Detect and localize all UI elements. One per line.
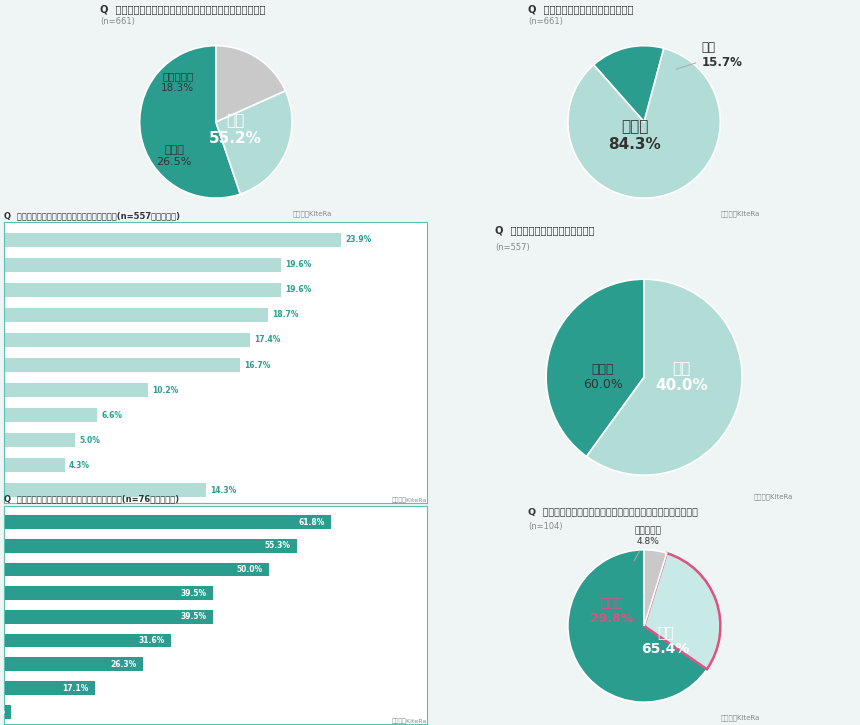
Text: わからない
18.3%: わからない 18.3% [161, 72, 194, 93]
Bar [4, 610, 213, 624]
Text: 18.7%: 18.7% [273, 310, 298, 320]
Bar [4, 634, 171, 647]
Text: (n=661): (n=661) [528, 17, 563, 26]
Wedge shape [568, 49, 721, 198]
Wedge shape [587, 279, 742, 475]
Text: Q  勤務先では男性向けに育休制度が導入されていますか？: Q 勤務先では男性向けに育休制度が導入されていますか？ [100, 4, 266, 14]
Text: はい
55.2%: はい 55.2% [208, 113, 261, 146]
Bar [4, 658, 144, 671]
Text: Q  育休を取得しなかった理由を教えてください(n=557、複数回答): Q 育休を取得しなかった理由を教えてください(n=557、複数回答) [4, 211, 181, 220]
Text: はい
65.4%: はい 65.4% [642, 626, 690, 656]
Text: 覚えてない
4.8%: 覚えてない 4.8% [634, 526, 661, 561]
Text: 31.6%: 31.6% [138, 636, 165, 645]
Text: 26.3%: 26.3% [111, 660, 137, 668]
Bar [4, 563, 269, 576]
Bar [4, 515, 331, 529]
Bar [4, 257, 280, 272]
Text: 株式会社KiteRa: 株式会社KiteRa [721, 715, 760, 721]
Bar [4, 407, 97, 423]
Text: 17.4%: 17.4% [254, 336, 280, 344]
Bar [4, 705, 11, 718]
Bar [4, 681, 95, 695]
Text: 10.2%: 10.2% [152, 386, 179, 394]
Text: 17.1%: 17.1% [62, 684, 89, 692]
Bar [4, 357, 240, 372]
Wedge shape [644, 550, 666, 626]
Text: 6.6%: 6.6% [101, 410, 123, 420]
Text: (n=661): (n=661) [100, 17, 135, 26]
Text: (n=557): (n=557) [495, 243, 530, 252]
Text: 16.7%: 16.7% [244, 360, 270, 370]
Text: 株式会社KiteRa: 株式会社KiteRa [721, 210, 760, 217]
Text: いいえ
60.0%: いいえ 60.0% [583, 363, 623, 392]
Text: Q  育休を取得したかったですか？: Q 育休を取得したかったですか？ [495, 225, 594, 236]
Bar [4, 433, 75, 447]
Text: 55.3%: 55.3% [265, 542, 291, 550]
Bar [4, 233, 341, 247]
Text: いいえ
29.8%: いいえ 29.8% [591, 597, 634, 625]
Wedge shape [593, 46, 664, 122]
Text: 14.3%: 14.3% [210, 486, 237, 494]
Wedge shape [568, 550, 707, 703]
Text: 株式会社KiteRa: 株式会社KiteRa [292, 210, 332, 217]
Text: 株式会社KiteRa: 株式会社KiteRa [753, 493, 793, 500]
Bar [4, 587, 213, 600]
Text: 39.5%: 39.5% [181, 589, 207, 597]
Text: 50.0%: 50.0% [237, 565, 262, 574]
Text: Q  具体的にどういった不安を抱えていましたか？(n=76、複数回答): Q 具体的にどういった不安を抱えていましたか？(n=76、複数回答) [4, 494, 180, 503]
Bar [4, 383, 148, 397]
Wedge shape [216, 46, 286, 122]
Bar [4, 283, 280, 297]
Text: いいえ
84.3%: いいえ 84.3% [609, 120, 661, 152]
Text: 19.6%: 19.6% [285, 286, 311, 294]
Text: 61.8%: 61.8% [298, 518, 325, 526]
Bar [4, 307, 268, 322]
Wedge shape [644, 553, 721, 669]
Text: 23.9%: 23.9% [346, 236, 372, 244]
Text: Q  勤務先で育休を取得しましたか？: Q 勤務先で育休を取得しましたか？ [528, 4, 634, 14]
Wedge shape [216, 91, 292, 194]
Text: いいえ
26.5%: いいえ 26.5% [157, 146, 192, 167]
Wedge shape [139, 46, 240, 198]
Text: 39.5%: 39.5% [181, 613, 207, 621]
Text: 5.0%: 5.0% [79, 436, 100, 444]
Bar [4, 333, 249, 347]
Bar [4, 458, 65, 473]
Text: Q  復職の際に勤務先から何かしらのサポートはありましたか？: Q 復職の際に勤務先から何かしらのサポートはありましたか？ [528, 507, 698, 517]
Text: 株式会社KiteRa: 株式会社KiteRa [392, 497, 427, 502]
Text: 19.6%: 19.6% [285, 260, 311, 270]
Bar [4, 539, 297, 552]
Text: はい
40.0%: はい 40.0% [655, 361, 708, 394]
Text: 4.3%: 4.3% [69, 460, 90, 470]
Text: (n=104): (n=104) [528, 521, 563, 531]
Text: はい
15.7%: はい 15.7% [676, 41, 742, 69]
Bar [4, 483, 206, 497]
Text: 1.3%: 1.3% [0, 707, 5, 716]
Text: 株式会社KiteRa: 株式会社KiteRa [392, 718, 427, 724]
Wedge shape [546, 279, 644, 457]
